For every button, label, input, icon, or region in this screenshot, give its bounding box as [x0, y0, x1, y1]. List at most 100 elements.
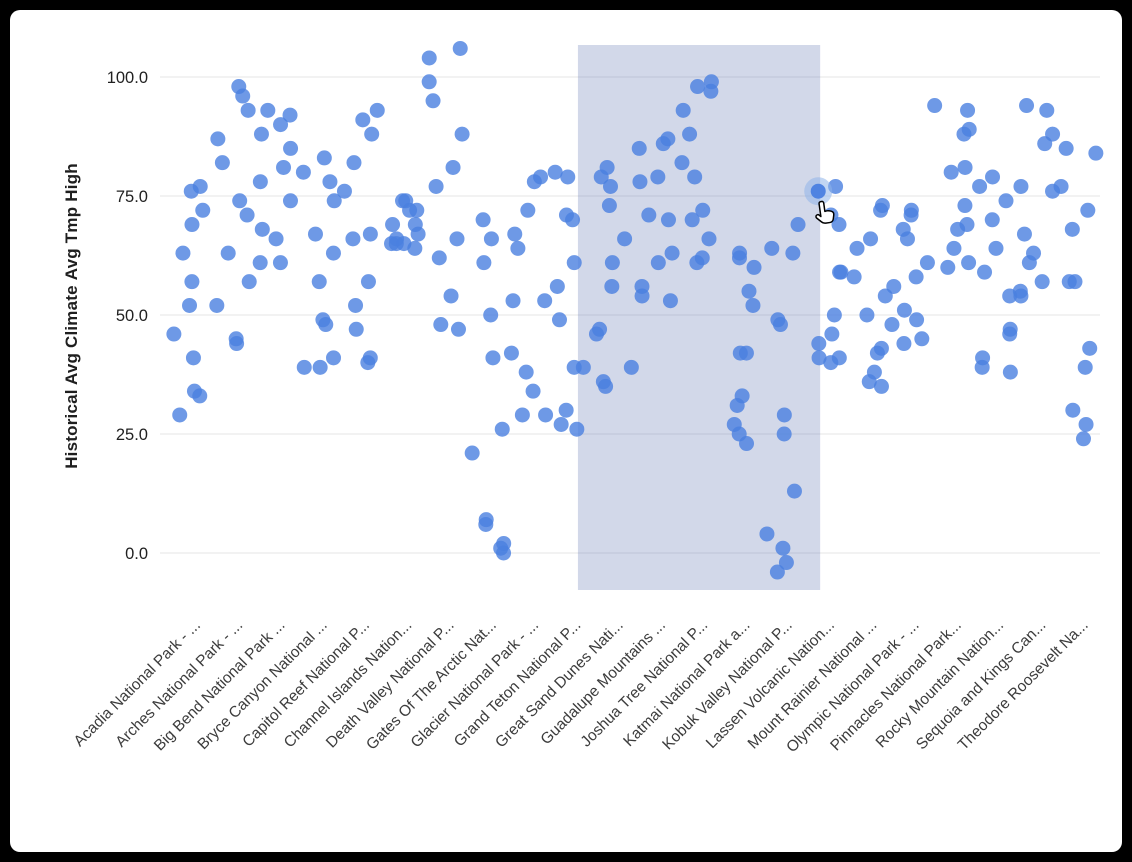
data-point[interactable]	[252, 255, 268, 271]
data-point[interactable]	[478, 516, 494, 532]
data-point[interactable]	[454, 126, 470, 142]
data-point[interactable]	[998, 193, 1014, 209]
data-point[interactable]	[1013, 288, 1029, 304]
data-point[interactable]	[538, 407, 554, 423]
data-point[interactable]	[450, 321, 466, 337]
data-point[interactable]	[849, 240, 865, 256]
data-point[interactable]	[183, 183, 199, 199]
data-point[interactable]	[428, 178, 444, 194]
data-point[interactable]	[175, 245, 191, 261]
data-point[interactable]	[362, 350, 378, 366]
data-point[interactable]	[395, 193, 411, 209]
data-point[interactable]	[601, 198, 617, 214]
data-point[interactable]	[682, 126, 698, 142]
data-point[interactable]	[345, 231, 361, 247]
data-point[interactable]	[569, 421, 585, 437]
data-point[interactable]	[775, 540, 791, 556]
data-point[interactable]	[863, 231, 879, 247]
data-point[interactable]	[311, 274, 327, 290]
data-point[interactable]	[1039, 102, 1055, 118]
data-point[interactable]	[988, 240, 1004, 256]
data-point[interactable]	[549, 278, 565, 294]
data-point[interactable]	[1058, 140, 1074, 156]
data-point[interactable]	[785, 245, 801, 261]
data-point[interactable]	[623, 359, 639, 375]
data-point[interactable]	[525, 383, 541, 399]
data-point[interactable]	[443, 288, 459, 304]
data-point[interactable]	[421, 74, 437, 90]
data-point[interactable]	[184, 274, 200, 290]
data-point[interactable]	[972, 178, 988, 194]
data-point[interactable]	[1045, 126, 1061, 142]
data-point[interactable]	[560, 169, 576, 185]
data-point[interactable]	[940, 259, 956, 275]
data-point[interactable]	[185, 350, 201, 366]
data-point[interactable]	[1082, 340, 1098, 356]
data-point[interactable]	[273, 117, 289, 133]
data-point[interactable]	[650, 169, 666, 185]
data-point[interactable]	[786, 483, 802, 499]
data-point[interactable]	[210, 131, 226, 147]
data-point[interactable]	[903, 202, 919, 218]
data-point[interactable]	[957, 198, 973, 214]
data-point[interactable]	[593, 169, 609, 185]
data-point[interactable]	[790, 217, 806, 233]
data-point[interactable]	[385, 217, 401, 233]
data-point[interactable]	[476, 255, 492, 271]
data-point[interactable]	[483, 231, 499, 247]
data-point[interactable]	[195, 202, 211, 218]
data-point[interactable]	[494, 421, 510, 437]
data-point[interactable]	[452, 40, 468, 56]
data-point[interactable]	[276, 159, 292, 175]
data-point[interactable]	[232, 193, 248, 209]
data-point[interactable]	[312, 359, 328, 375]
data-point[interactable]	[634, 288, 650, 304]
data-point[interactable]	[283, 140, 299, 156]
data-point[interactable]	[977, 264, 993, 280]
data-point[interactable]	[1077, 359, 1093, 375]
data-point[interactable]	[650, 255, 666, 271]
data-point[interactable]	[764, 240, 780, 256]
data-point[interactable]	[604, 255, 620, 271]
data-point[interactable]	[1034, 274, 1050, 290]
data-point[interactable]	[537, 293, 553, 309]
data-point[interactable]	[369, 102, 385, 118]
data-point[interactable]	[960, 102, 976, 118]
data-point[interactable]	[505, 293, 521, 309]
data-point[interactable]	[631, 140, 647, 156]
data-point[interactable]	[896, 302, 912, 318]
data-point[interactable]	[874, 198, 890, 214]
data-point[interactable]	[943, 164, 959, 180]
data-point[interactable]	[660, 212, 676, 228]
data-point[interactable]	[407, 217, 423, 233]
data-point[interactable]	[909, 312, 925, 328]
data-point[interactable]	[209, 297, 225, 313]
data-point[interactable]	[824, 326, 840, 342]
data-point[interactable]	[946, 240, 962, 256]
data-point[interactable]	[632, 174, 648, 190]
data-point[interactable]	[240, 102, 256, 118]
data-point[interactable]	[684, 212, 700, 228]
data-point[interactable]	[690, 79, 706, 95]
data-point[interactable]	[961, 255, 977, 271]
data-point[interactable]	[984, 212, 1000, 228]
data-point[interactable]	[884, 317, 900, 333]
data-point[interactable]	[1053, 178, 1069, 194]
data-point[interactable]	[741, 283, 757, 299]
data-point[interactable]	[483, 307, 499, 323]
data-point[interactable]	[282, 107, 298, 123]
data-point[interactable]	[769, 564, 785, 580]
data-point[interactable]	[914, 331, 930, 347]
data-point[interactable]	[186, 383, 202, 399]
data-point[interactable]	[1064, 221, 1080, 237]
data-point[interactable]	[1002, 364, 1018, 380]
data-point[interactable]	[778, 555, 794, 571]
data-point[interactable]	[811, 350, 827, 366]
data-point[interactable]	[566, 359, 582, 375]
data-point[interactable]	[729, 397, 745, 413]
data-point[interactable]	[553, 416, 569, 432]
data-point[interactable]	[336, 183, 352, 199]
data-point[interactable]	[687, 169, 703, 185]
data-point[interactable]	[464, 445, 480, 461]
data-point[interactable]	[662, 293, 678, 309]
